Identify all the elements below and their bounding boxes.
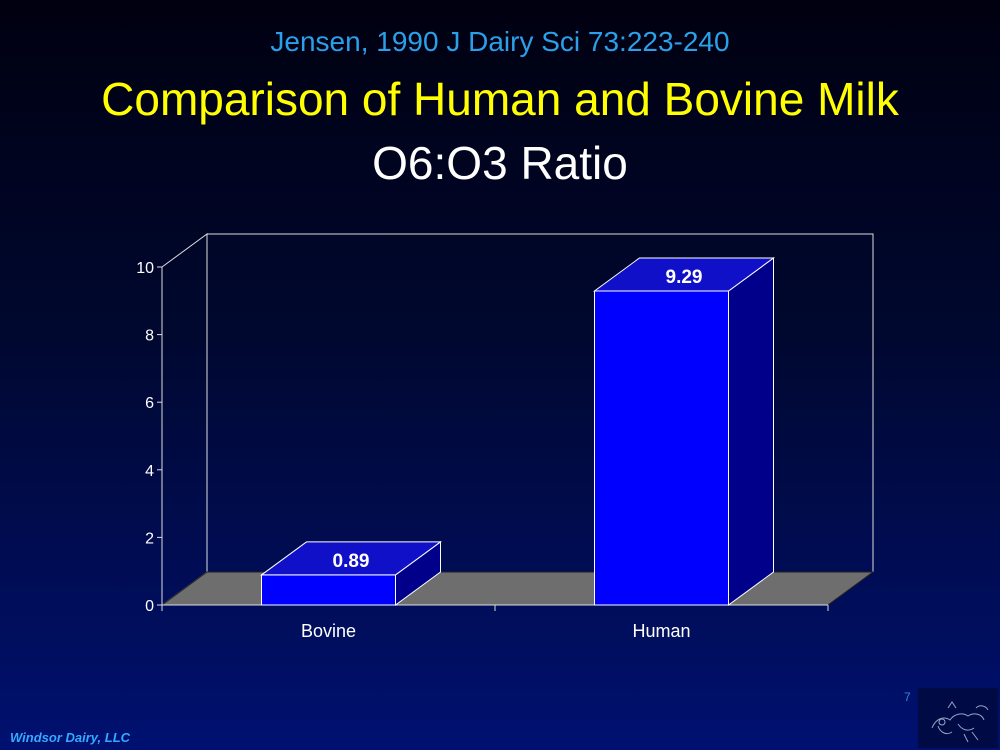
y-tick-label: 8 — [145, 328, 154, 345]
footer-company: Windsor Dairy, LLC — [10, 730, 131, 745]
y-tick-label: 0 — [145, 598, 154, 615]
y-axis: 0 2 4 6 8 10 — [136, 260, 163, 615]
y-tick-label: 6 — [145, 395, 154, 412]
data-labels: 0.89 9.29 — [333, 267, 703, 572]
citation: Jensen, 1990 J Dairy Sci 73:223-240 — [270, 26, 730, 57]
side-wall — [161, 233, 208, 606]
y-tick-label: 2 — [145, 530, 154, 547]
page-number: 7 — [904, 690, 911, 704]
x-axis: Bovine Human — [161, 604, 829, 641]
y-tick-label: 4 — [145, 463, 154, 480]
bar-top — [592, 257, 776, 292]
slide-subtitle: O6:O3 Ratio — [372, 137, 628, 189]
bars — [259, 257, 776, 606]
bar-front — [594, 290, 729, 606]
y-tick-label: 10 — [136, 260, 154, 277]
x-tick-label: Human — [632, 621, 690, 641]
bar-side — [728, 257, 774, 606]
bar-front — [261, 574, 396, 606]
bar-top — [259, 541, 443, 576]
bar — [592, 257, 776, 606]
data-label: 0.89 — [333, 551, 370, 572]
cow-sketch-icon — [918, 688, 998, 748]
data-label: 9.29 — [666, 267, 703, 288]
bar — [259, 540, 443, 606]
x-tick-label: Bovine — [301, 621, 356, 641]
slide-title: Comparison of Human and Bovine Milk — [101, 73, 899, 125]
